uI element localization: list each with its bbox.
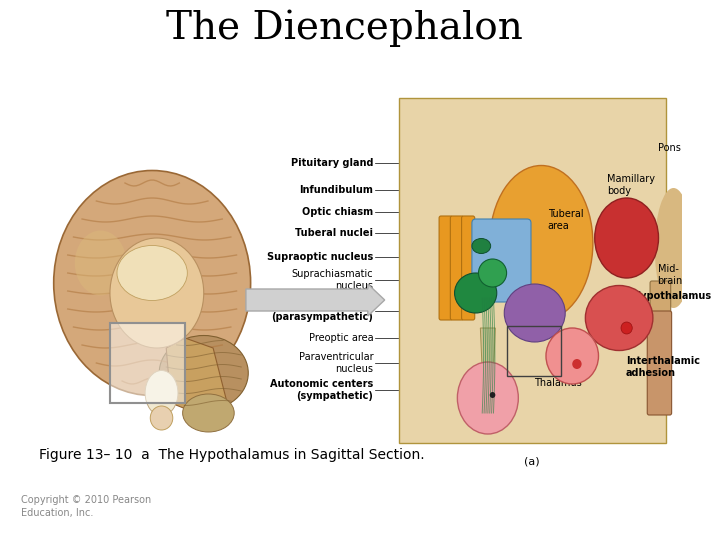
Ellipse shape [472,239,490,253]
Text: Autonomic centers
(parasympathetic): Autonomic centers (parasympathetic) [270,300,374,322]
Circle shape [621,322,632,334]
Ellipse shape [595,198,659,278]
Ellipse shape [75,231,127,295]
Polygon shape [166,338,228,418]
FancyBboxPatch shape [647,311,672,415]
FancyBboxPatch shape [472,219,531,302]
Text: Tuberal
area: Tuberal area [548,209,583,231]
Ellipse shape [454,273,497,313]
FancyBboxPatch shape [450,216,464,320]
FancyBboxPatch shape [462,216,474,320]
Text: Optic chiasm: Optic chiasm [302,207,374,217]
FancyArrow shape [246,284,384,316]
Text: Hypothalamus: Hypothalamus [632,291,711,301]
FancyBboxPatch shape [439,216,452,320]
Text: Tuberal nuclei: Tuberal nuclei [295,228,374,238]
Circle shape [150,406,173,430]
Bar [507,326,561,376]
Text: Infundibulum: Infundibulum [300,185,374,195]
Ellipse shape [183,394,234,432]
Ellipse shape [110,238,204,348]
Circle shape [572,359,582,369]
Ellipse shape [145,370,178,415]
Text: Pons: Pons [657,143,680,153]
Circle shape [546,328,598,384]
Text: Figure 13– 10  a  The Hypothalamus in Sagittal Section.: Figure 13– 10 a The Hypothalamus in Sagi… [39,448,425,462]
FancyBboxPatch shape [650,281,671,370]
Text: Preoptic area: Preoptic area [309,333,374,343]
Text: Paraventricular
nucleus: Paraventricular nucleus [299,352,374,374]
Bar [110,323,185,403]
Ellipse shape [504,284,565,342]
Text: (a): (a) [524,457,540,467]
Ellipse shape [457,362,518,434]
Text: Pituitary gland: Pituitary gland [291,158,374,168]
Circle shape [490,392,495,398]
Text: Mid-
brain: Mid- brain [657,264,683,286]
Text: Copyright © 2010 Pearson
Education, Inc.: Copyright © 2010 Pearson Education, Inc. [21,495,151,518]
Text: Autonomic centers
(sympathetic): Autonomic centers (sympathetic) [270,379,374,401]
Text: Thalamus: Thalamus [534,378,582,388]
Text: The Diencephalon: The Diencephalon [166,9,523,47]
Text: Supraoptic nucleus: Supraoptic nucleus [267,252,374,262]
Ellipse shape [585,286,653,350]
Ellipse shape [654,188,692,308]
Bar [110,323,185,403]
Ellipse shape [54,171,251,395]
Bar [399,98,666,443]
Text: Interthalamic
adhesion: Interthalamic adhesion [626,356,700,378]
Ellipse shape [479,259,507,287]
Text: Mamillary
body: Mamillary body [607,174,655,196]
Ellipse shape [159,335,248,410]
Polygon shape [480,328,495,393]
Text: Suprachiasmatic
nucleus: Suprachiasmatic nucleus [292,269,374,291]
Ellipse shape [117,246,187,300]
Ellipse shape [490,165,593,321]
